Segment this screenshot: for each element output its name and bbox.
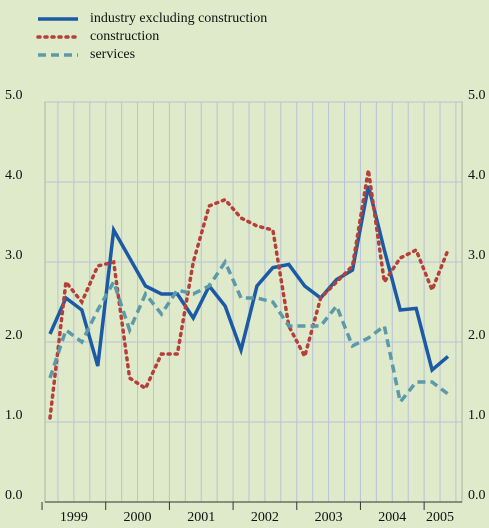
series-line [48, 169, 450, 420]
y2-tick-label: 2.0 [468, 328, 486, 343]
x-tick-label: 2001 [187, 510, 215, 525]
x-tick-label: 2003 [315, 510, 343, 525]
x-tick-label: 1999 [60, 510, 88, 525]
y-tick-label: 4.0 [5, 168, 23, 183]
x-tick-label: 2000 [124, 510, 152, 525]
series-line [48, 258, 450, 407]
series-line [48, 185, 450, 374]
y-tick-label: 3.0 [5, 248, 23, 263]
legend-label: construction [90, 29, 159, 44]
x-tick-label: 2004 [378, 510, 406, 525]
legend-label: industry excluding construction [90, 11, 267, 26]
y2-tick-label: 5.0 [468, 88, 486, 103]
y2-tick-label: 4.0 [468, 168, 486, 183]
y2-tick-label: 3.0 [468, 248, 486, 263]
y-tick-label: 5.0 [5, 88, 23, 103]
y-tick-label: 2.0 [5, 328, 23, 343]
legend-label: services [90, 47, 135, 62]
y-tick-label: 1.0 [5, 408, 23, 423]
y-tick-label: 0.0 [5, 488, 23, 503]
y2-tick-label: 1.0 [468, 408, 486, 423]
y2-tick-label: 0.0 [468, 488, 486, 503]
x-tick-label: 2005 [426, 510, 454, 525]
x-tick-label: 2002 [251, 510, 279, 525]
